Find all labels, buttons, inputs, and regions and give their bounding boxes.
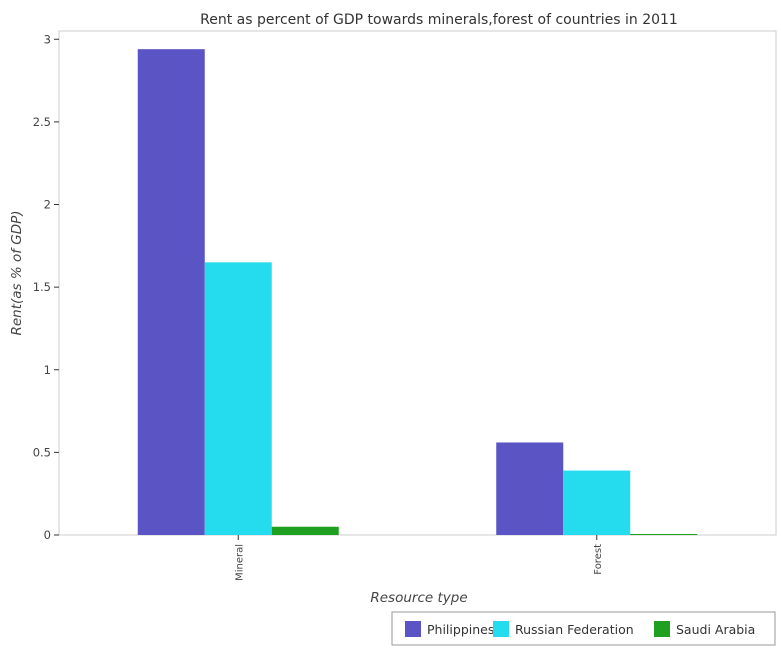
bar-forest-philippines	[496, 442, 564, 535]
bar-mineral-philippines	[137, 49, 205, 535]
bar-forest-saudi-arabia	[630, 534, 698, 535]
bar-mineral-russian-federation	[204, 262, 272, 535]
x-axis-categories: Mineral Forest	[234, 535, 604, 581]
legend-box	[391, 611, 776, 646]
y-tick-label: 2	[44, 198, 51, 212]
bars-group	[137, 49, 698, 535]
x-category-label: Forest	[593, 544, 604, 575]
y-tick-label: 2.5	[33, 115, 51, 129]
legend-label: Russian Federation	[515, 622, 634, 637]
y-tick-label: 0	[44, 528, 51, 542]
x-category-label: Mineral	[234, 544, 245, 581]
chart-title: Rent as percent of GDP towards minerals,…	[200, 12, 678, 28]
y-tick-label: 3	[44, 32, 51, 46]
plot-area	[58, 30, 777, 536]
legend-swatch	[654, 621, 670, 637]
legend-swatch	[493, 621, 509, 637]
y-tick-label: 1	[44, 363, 51, 377]
bar-mineral-saudi-arabia	[271, 526, 339, 535]
legend-label: Saudi Arabia	[676, 622, 755, 637]
legend-label: Philippines	[427, 622, 494, 637]
legend: Philippines Russian Federation Saudi Arabi…	[391, 611, 776, 646]
y-tick-label: 0.5	[33, 445, 51, 459]
y-axis-ticks: 0 0.5 1 1.5 2 2.5 3	[33, 32, 59, 542]
x-axis-label: Resource type	[370, 590, 467, 606]
plot-border	[58, 30, 777, 536]
y-axis-label: Rent(as % of GDP)	[9, 210, 25, 335]
bar-forest-russian-federation	[563, 470, 631, 535]
legend-swatch	[405, 621, 421, 637]
y-tick-label: 1.5	[33, 280, 51, 294]
